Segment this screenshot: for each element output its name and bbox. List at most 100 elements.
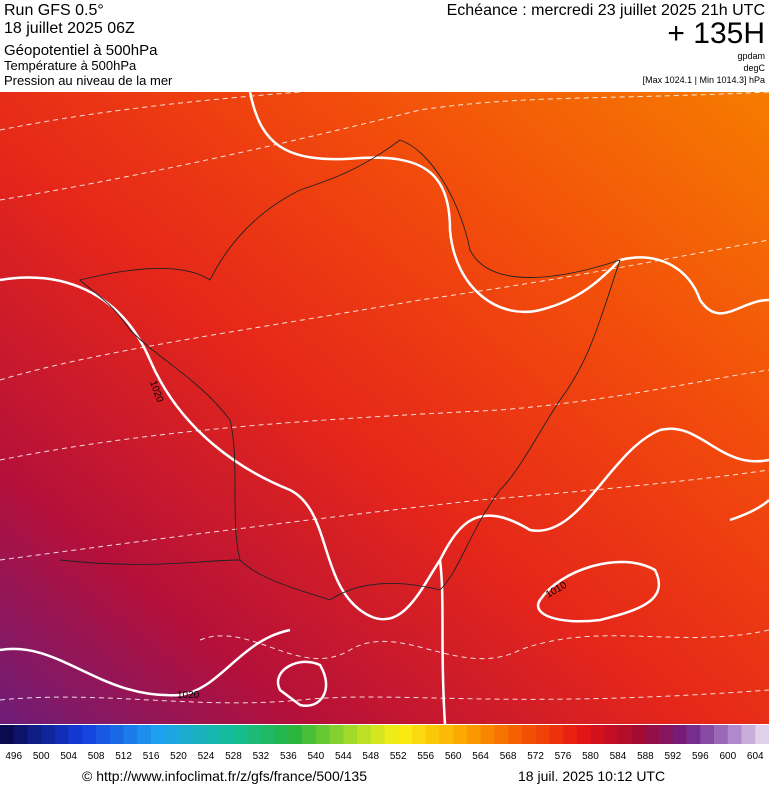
footer: © http://www.infoclimat.fr/z/gfs/france/… [82,768,665,784]
legend-label: 564 [472,751,489,762]
legend-swatch [41,725,56,744]
legend-swatch [453,725,468,744]
legend-swatch [645,725,660,744]
contour-label: 1020 [177,690,200,701]
field-3: Pression au niveau de la mer [4,73,173,88]
legend-label: 520 [170,751,187,762]
legend-swatch [384,725,399,744]
legend-swatch [439,725,454,744]
legend-swatch [0,725,15,744]
unit-2: degC [743,63,765,73]
legend-swatch [741,725,756,744]
legend-swatch [27,725,42,744]
field-1: Géopotentiel à 500hPa [4,42,158,59]
legend-swatch [247,725,262,744]
legend-label: 516 [143,751,160,762]
legend-label: 588 [637,751,654,762]
source: © http://www.infoclimat.fr/z/gfs/france/… [82,768,367,784]
legend-swatch [68,725,83,744]
legend-swatch [535,725,550,744]
legend-label: 580 [582,751,599,762]
legend-swatch [54,725,69,744]
color-legend: 496 500 504 508 512 516 520 524 528 532 536 540 544 5… [0,725,769,762]
legend-label: 560 [445,751,462,762]
legend-swatch [631,725,646,744]
legend-swatch [398,725,413,744]
legend-label: 532 [253,751,270,762]
legend-swatch [302,725,317,744]
legend-label: 540 [307,751,324,762]
legend-swatch [466,725,481,744]
legend-swatch [604,725,619,744]
legend-swatch [343,725,358,744]
legend-label: 548 [362,751,379,762]
run-title: Run GFS 0.5° [4,2,104,19]
legend-label: 604 [747,751,764,762]
legend-label: 508 [88,751,105,762]
legend-swatch [109,725,124,744]
legend-swatch [123,725,138,744]
legend-swatch [192,725,207,744]
legend-label: 592 [665,751,682,762]
legend-swatch [260,725,275,744]
valid-time: Echéance : mercredi 23 juillet 2025 21h … [447,2,765,19]
legend-label: 572 [527,751,544,762]
legend-label: 524 [198,751,215,762]
legend-swatch [563,725,578,744]
legend-swatch [219,725,234,744]
legend-label: 596 [692,751,709,762]
field-2: Température à 500hPa [4,58,137,73]
legend-swatch [521,725,536,744]
date: 18 juil. 2025 10:12 UTC [518,768,665,784]
legend-label: 584 [610,751,627,762]
run-date: 18 juillet 2025 06Z [4,20,135,37]
lead-time: + 135H [667,17,765,50]
legend-swatch [357,725,372,744]
legend-swatch [659,725,674,744]
legend-swatch [700,725,715,744]
legend-swatch [549,725,564,744]
isobars [0,91,769,725]
legend-swatch [233,725,248,744]
map: 1020 1020 1010 [0,91,769,725]
legend-swatch [508,725,523,744]
legend-swatch [714,725,729,744]
legend-label: 544 [335,751,352,762]
map-field [0,92,769,724]
legend-swatch [686,725,701,744]
unit-1: gpdam [737,51,765,61]
legend-swatch [590,725,605,744]
legend-swatch [151,725,166,744]
legend-label: 536 [280,751,297,762]
legend-swatch [425,725,440,744]
legend-swatch [576,725,591,744]
legend-swatch [411,725,426,744]
legend-label: 496 [5,751,22,762]
header: Run GFS 0.5° 18 juillet 2025 06Z Géopote… [4,2,766,88]
legend-label: 512 [115,751,132,762]
legend-label: 568 [500,751,517,762]
legend-swatch [205,725,221,744]
legend-label: 600 [719,751,736,762]
legend-swatch [288,725,303,744]
legend-label: 576 [555,751,572,762]
legend-swatch [315,725,330,744]
legend-label: 552 [390,751,407,762]
legend-swatch [178,725,193,744]
unit-3: [Max 1024.1 | Min 1014.3] hPa [643,75,765,85]
legend-label: 556 [417,751,434,762]
legend-swatch [617,725,632,744]
legend-swatch [370,725,385,744]
legend-swatch [329,725,344,744]
temperature-lines [0,91,769,704]
legend-label: 528 [225,751,242,762]
legend-swatch [727,725,742,744]
legend-swatch [494,725,509,744]
legend-swatch [755,725,769,744]
legend-swatch [164,725,179,744]
legend-swatch [96,725,111,744]
legend-swatch [82,725,97,744]
legend-swatch [480,725,495,744]
borders [59,139,621,601]
legend-swatch [672,725,687,744]
